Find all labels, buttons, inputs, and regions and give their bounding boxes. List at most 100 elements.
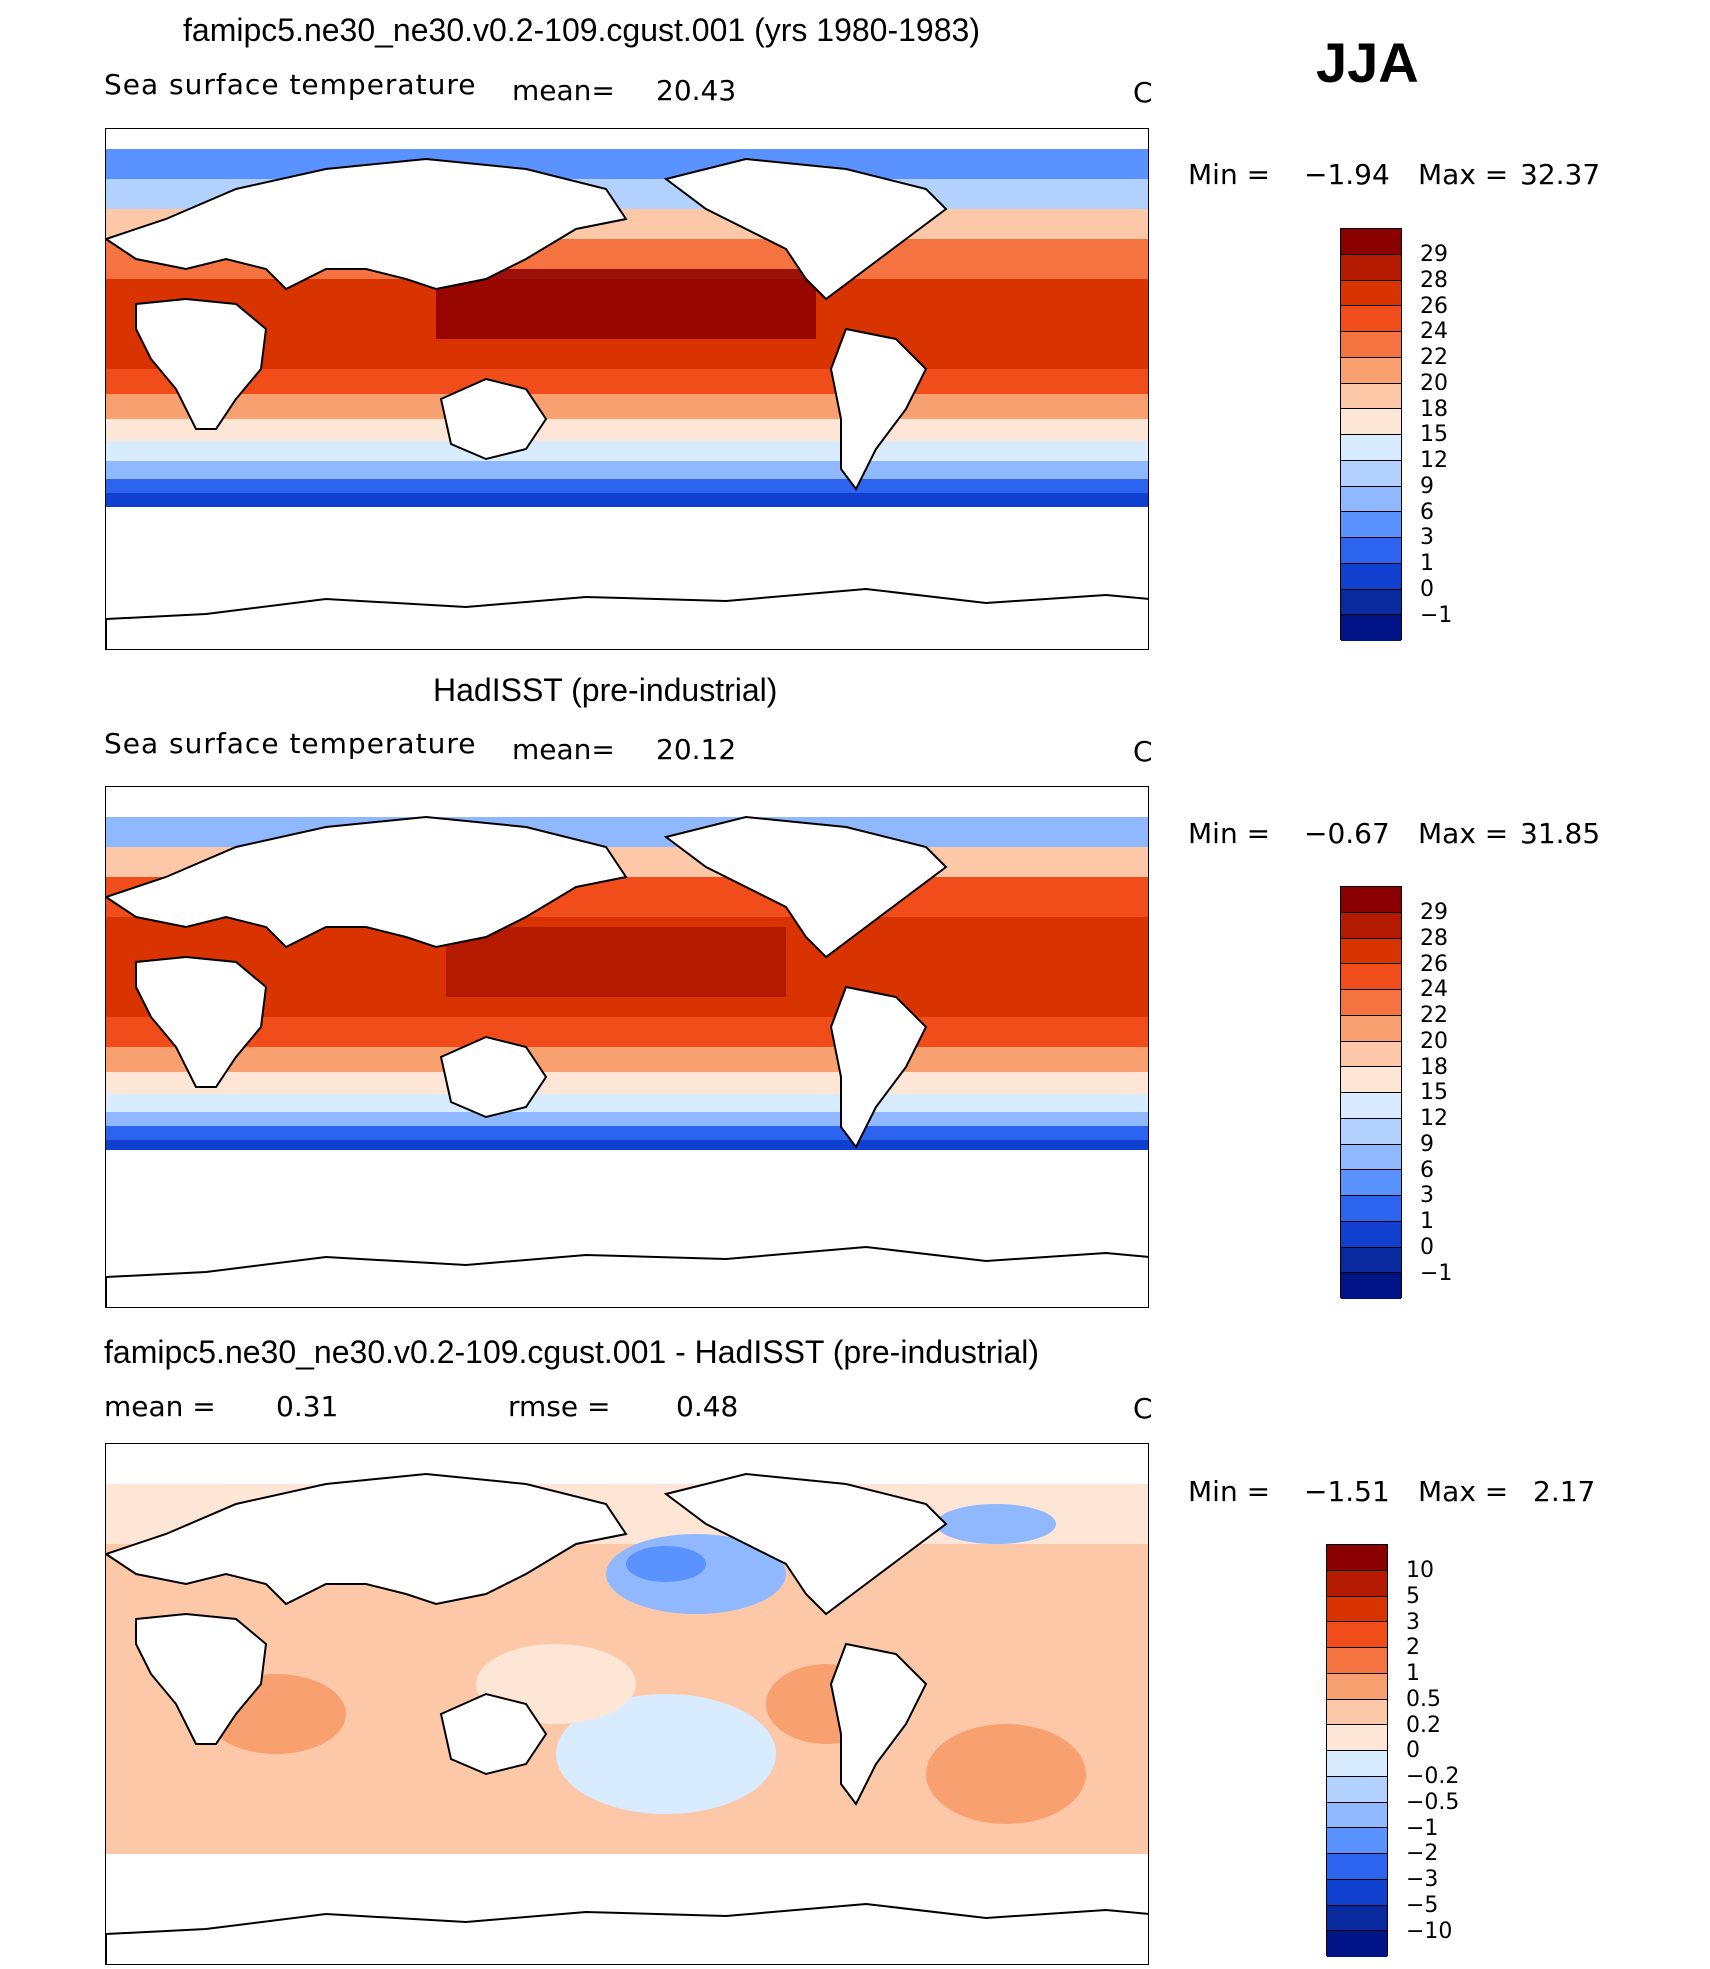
colorbar-tick-label: 24 [1420, 977, 1448, 1003]
colorbar-tick-label: 5 [1406, 1583, 1420, 1609]
colorbar-swatch [1327, 1622, 1387, 1648]
colorbar-tick-label: 3 [1420, 1183, 1434, 1209]
panel1-map-canvas [106, 129, 1148, 649]
panel3-units: C [1133, 1392, 1153, 1425]
colorbar-swatch [1341, 254, 1401, 281]
colorbar-tick-label: 18 [1420, 396, 1448, 422]
colorbar-swatch [1341, 306, 1401, 332]
colorbar-tick-label: −1 [1420, 1260, 1453, 1286]
panel2-variable: Sea surface temperature [104, 727, 477, 760]
colorbar-tick-label: −0.5 [1406, 1789, 1460, 1815]
colorbar-swatch [1327, 1545, 1387, 1571]
colorbar-swatch [1341, 538, 1401, 564]
colorbar-tick-label: 22 [1420, 345, 1448, 370]
panel3-title: famipc5.ne30_ne30.v0.2-109.cgust.001 - H… [104, 1334, 1040, 1370]
colorbar-swatch [1341, 1196, 1401, 1222]
colorbar-swatch [1341, 229, 1401, 255]
colorbar-swatch [1341, 589, 1401, 616]
colorbar-tick-label: 1 [1420, 551, 1434, 576]
panel1-variable: Sea surface temperature [104, 68, 477, 101]
panel3-map-canvas [106, 1444, 1148, 1964]
colorbar-swatch [1327, 1879, 1387, 1906]
colorbar-swatch [1341, 615, 1401, 641]
colorbar-tick-label: 28 [1420, 925, 1448, 951]
panel1-units: C [1133, 76, 1153, 109]
panel1-max-label: Max = [1418, 158, 1509, 191]
season-label: JJA [1316, 31, 1419, 94]
colorbar-swatch [1327, 1776, 1387, 1803]
panel2-units: C [1133, 735, 1153, 768]
colorbar-tick-label: 12 [1420, 1106, 1448, 1131]
panel2-max-value: 31.85 [1520, 817, 1601, 850]
colorbar-swatch [1327, 1854, 1387, 1880]
panel3-rmse-value: 0.48 [676, 1390, 739, 1423]
colorbar-tick-label: 0 [1406, 1738, 1420, 1764]
panel2-max-label: Max = [1418, 817, 1509, 850]
panel3-map [105, 1443, 1149, 1965]
panel2-map-canvas [106, 787, 1148, 1307]
colorbar-swatch [1327, 1905, 1387, 1932]
panel2-min-value: −0.67 [1304, 817, 1390, 850]
colorbar-tick-label: −5 [1406, 1892, 1439, 1918]
panel1-colorbar-swatches [1340, 228, 1402, 641]
colorbar-swatch [1327, 1725, 1387, 1751]
colorbar-swatch [1327, 1802, 1387, 1829]
colorbar-tick-label: 1 [1406, 1661, 1420, 1686]
colorbar-swatch [1341, 280, 1401, 307]
colorbar-tick-label: 20 [1420, 1028, 1448, 1054]
colorbar-tick-label: 9 [1420, 1131, 1434, 1157]
panel1-mean-label: mean= [512, 74, 615, 107]
colorbar-tick-label: −10 [1406, 1918, 1453, 1944]
colorbar-tick-label: 22 [1420, 1003, 1448, 1028]
colorbar-swatch [1341, 435, 1401, 461]
colorbar-swatch [1341, 1041, 1401, 1068]
colorbar-swatch [1341, 1067, 1401, 1093]
colorbar-tick-label: 3 [1406, 1609, 1420, 1635]
colorbar-swatch [1327, 1648, 1387, 1674]
colorbar-swatch [1327, 1751, 1387, 1777]
colorbar-tick-label: 10 [1406, 1558, 1434, 1583]
colorbar-tick-label: 0.5 [1406, 1686, 1441, 1712]
colorbar-swatch [1341, 383, 1401, 410]
colorbar-swatch [1327, 1931, 1387, 1957]
colorbar-tick-label: 15 [1420, 422, 1448, 448]
colorbar-swatch [1341, 1015, 1401, 1042]
colorbar-swatch [1327, 1673, 1387, 1700]
colorbar-tick-label: 20 [1420, 370, 1448, 396]
panel2-min-label: Min = [1188, 817, 1271, 850]
colorbar-swatch [1341, 912, 1401, 939]
colorbar-swatch [1327, 1570, 1387, 1597]
colorbar-swatch [1341, 1144, 1401, 1171]
panel2-colorbar-swatches [1340, 886, 1402, 1299]
colorbar-tick-label: 29 [1420, 242, 1448, 267]
colorbar-swatch [1327, 1699, 1387, 1726]
panel2-map [105, 786, 1149, 1308]
colorbar-swatch [1341, 563, 1401, 590]
colorbar-swatch [1341, 1221, 1401, 1248]
panel3-min-value: −1.51 [1304, 1475, 1390, 1508]
colorbar-tick-label: 24 [1420, 319, 1448, 345]
panel3-min-label: Min = [1188, 1475, 1271, 1508]
colorbar-tick-label: 0 [1420, 576, 1434, 602]
colorbar-tick-label: −1 [1420, 602, 1453, 628]
colorbar-swatch [1341, 1118, 1401, 1145]
panel2-title: HadISST (pre-industrial) [433, 672, 778, 708]
colorbar-tick-label: 0 [1420, 1234, 1434, 1260]
panel3-mean-label: mean = [104, 1390, 216, 1423]
colorbar-tick-label: 28 [1420, 267, 1448, 293]
colorbar-swatch [1341, 1273, 1401, 1299]
panel3-colorbar-swatches [1326, 1544, 1388, 1957]
colorbar-tick-label: 6 [1420, 499, 1434, 525]
colorbar-swatch [1341, 409, 1401, 435]
colorbar-swatch [1341, 460, 1401, 487]
colorbar-tick-label: −2 [1406, 1841, 1439, 1867]
colorbar-swatch [1341, 512, 1401, 538]
colorbar-tick-label: 3 [1420, 525, 1434, 551]
panel2-mean-value: 20.12 [656, 733, 737, 766]
colorbar-swatch [1341, 887, 1401, 913]
colorbar-swatch [1341, 357, 1401, 384]
colorbar-swatch [1341, 486, 1401, 513]
panel1-min-value: −1.94 [1304, 158, 1390, 191]
panel3-max-value: 2.17 [1533, 1475, 1596, 1508]
colorbar-swatch [1327, 1828, 1387, 1854]
